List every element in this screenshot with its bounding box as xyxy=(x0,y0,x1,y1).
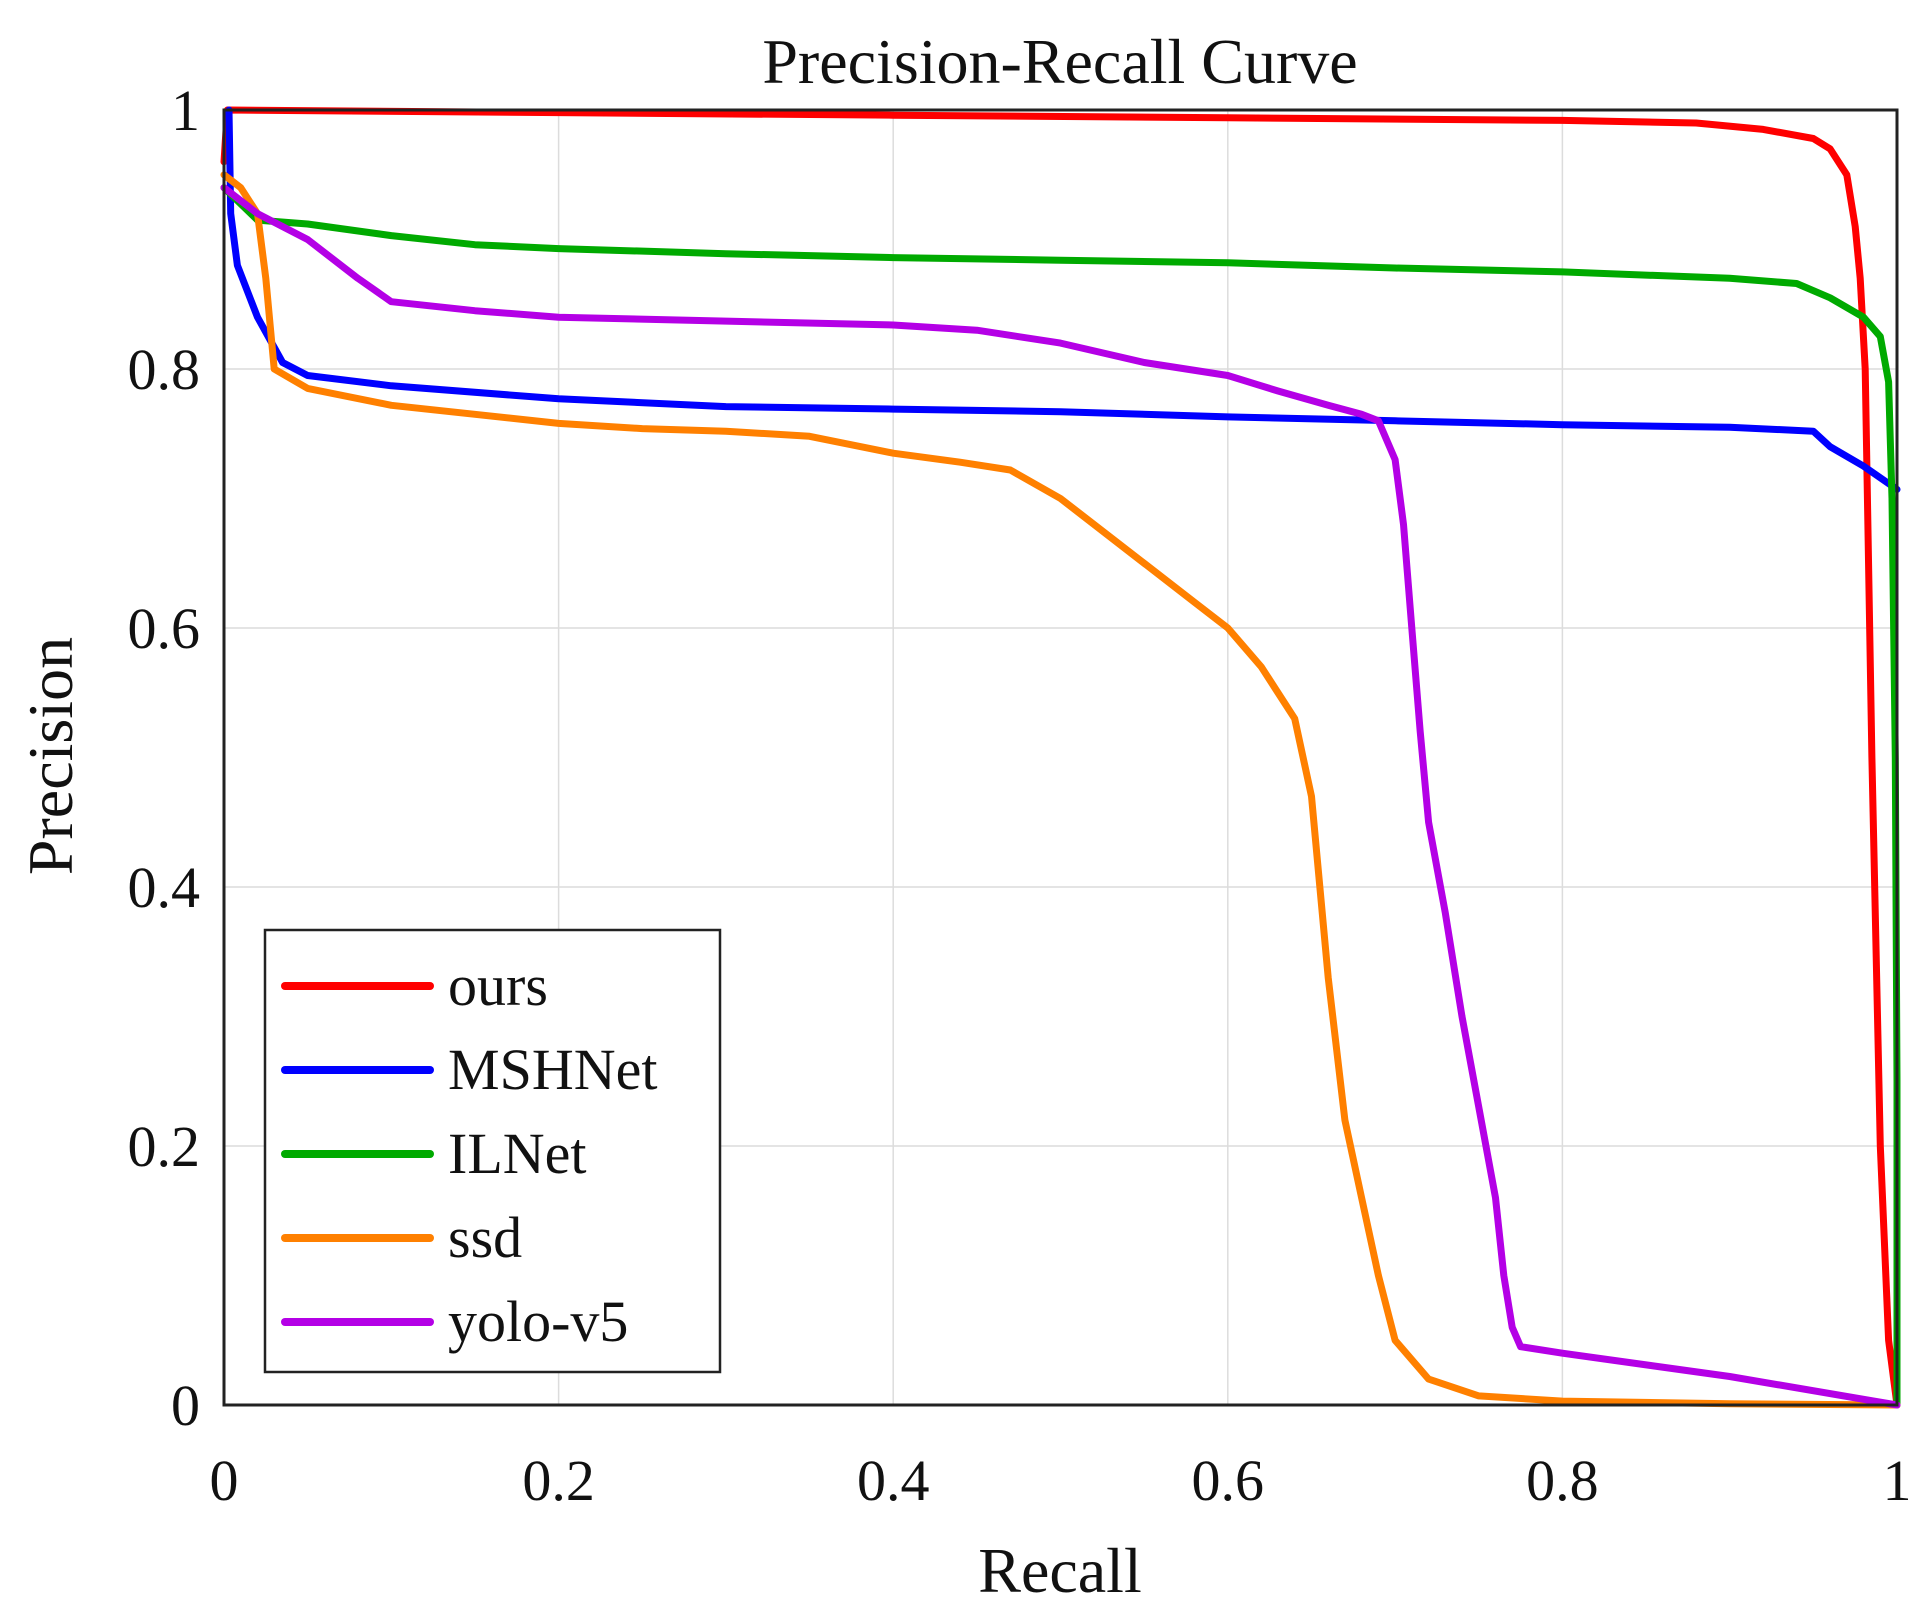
y-tick-label: 0.8 xyxy=(128,337,201,402)
x-tick-label: 0 xyxy=(210,1448,239,1513)
legend-label-ssd: ssd xyxy=(448,1205,522,1270)
series-line-MSHNet xyxy=(225,106,1901,493)
y-tick-label: 0.4 xyxy=(128,855,201,920)
series-lines xyxy=(220,106,1901,1409)
y-tick-label: 1 xyxy=(171,78,200,143)
y-tick-label: 0.6 xyxy=(128,596,201,661)
legend-label-ILNet: ILNet xyxy=(448,1121,587,1186)
chart-title: Precision-Recall Curve xyxy=(762,26,1357,97)
x-tick-label: 1 xyxy=(1883,1448,1912,1513)
x-tick-label: 0.2 xyxy=(522,1448,595,1513)
legend-label-MSHNet: MSHNet xyxy=(448,1037,657,1102)
x-tick-label: 0.8 xyxy=(1526,1448,1599,1513)
y-tick-label: 0 xyxy=(171,1373,200,1438)
y-tick-label: 0.2 xyxy=(128,1114,201,1179)
tick-labels: 0 0.2 0.4 0.6 0.8 1 0 0.2 0.4 0.6 0.8 1 xyxy=(128,78,1912,1513)
plot-frame xyxy=(222,108,1899,1407)
series-line-ssd xyxy=(220,171,1901,1409)
x-tick-label: 0.4 xyxy=(857,1448,930,1513)
series-line-yolo-v5 xyxy=(220,184,1901,1409)
series-line-ours xyxy=(220,106,1901,1409)
series-line-ILNet xyxy=(220,184,1901,1409)
x-tick-label: 0.6 xyxy=(1192,1448,1265,1513)
y-axis-label: Precision xyxy=(15,637,86,875)
legend: ours MSHNet ILNet ssd yolo-v5 xyxy=(263,928,722,1374)
x-axis-label: Recall xyxy=(978,1535,1141,1606)
legend-label-ours: ours xyxy=(448,953,548,1018)
legend-label-yolo-v5: yolo-v5 xyxy=(448,1289,628,1354)
